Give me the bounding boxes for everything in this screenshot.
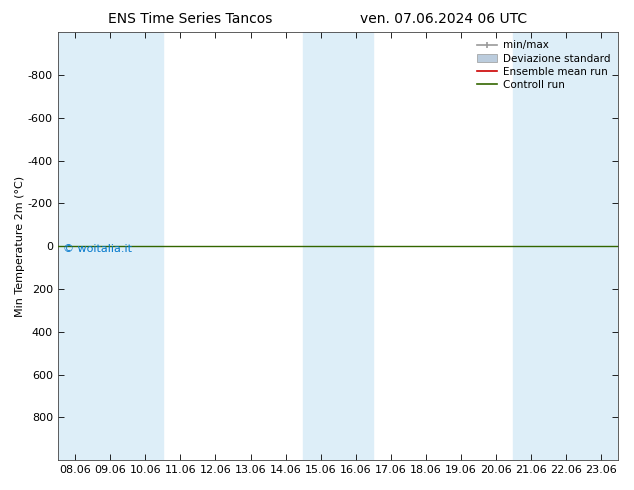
- Legend: min/max, Deviazione standard, Ensemble mean run, Controll run: min/max, Deviazione standard, Ensemble m…: [474, 37, 613, 93]
- Bar: [58, 32, 163, 460]
- Text: ENS Time Series Tancos: ENS Time Series Tancos: [108, 12, 273, 26]
- Bar: [514, 32, 619, 460]
- Bar: [303, 32, 373, 460]
- Text: © woitalia.it: © woitalia.it: [63, 244, 133, 254]
- Text: ven. 07.06.2024 06 UTC: ven. 07.06.2024 06 UTC: [360, 12, 527, 26]
- Y-axis label: Min Temperature 2m (°C): Min Temperature 2m (°C): [15, 175, 25, 317]
